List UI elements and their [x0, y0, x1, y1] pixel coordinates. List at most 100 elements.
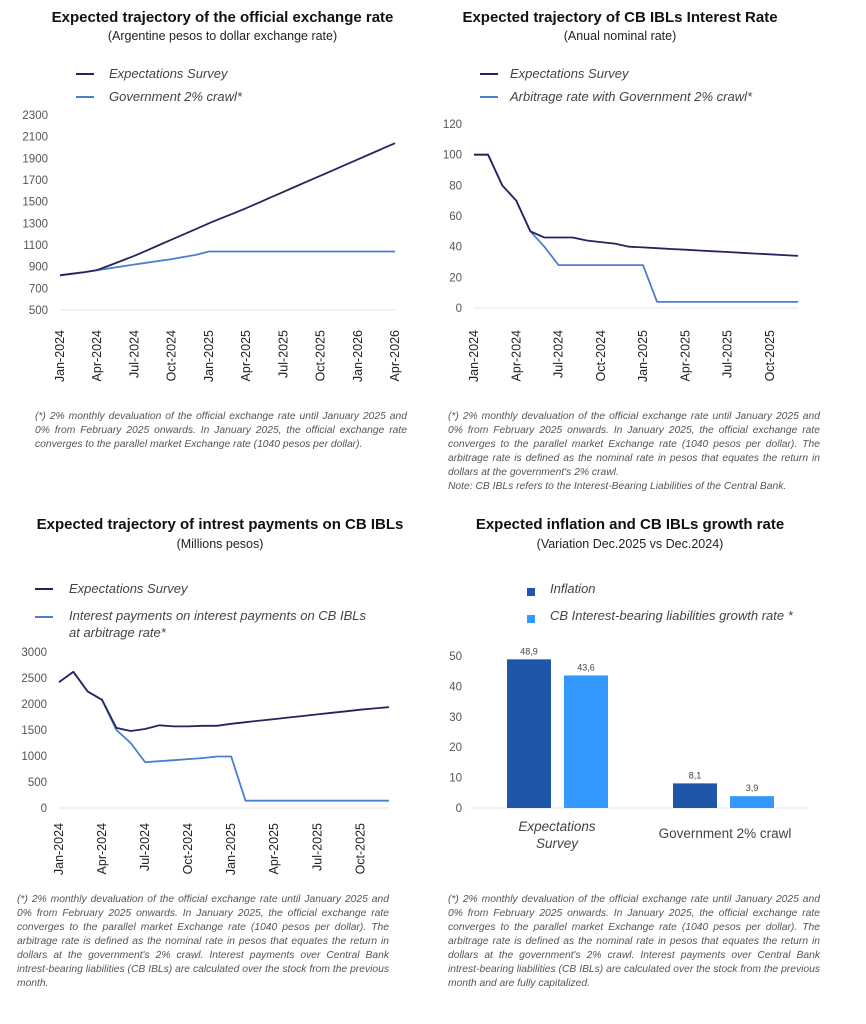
- chart2-y-tick-label: 40: [449, 242, 462, 254]
- chart1-y-tick-label: 500: [29, 305, 48, 317]
- chart4-legend-ibl: CB Interest-bearing liabilities growth r…: [550, 608, 793, 623]
- chart1-y-tick-label: 1900: [22, 153, 48, 165]
- chart2-series-line-0: [474, 153, 798, 303]
- chart1-y-tick-label: 700: [29, 283, 48, 295]
- chart2-legend-expectations: Expectations Survey: [510, 66, 629, 81]
- chart4-legend-inflation: Inflation: [550, 581, 596, 596]
- chart3-y-tick-label: 1000: [21, 751, 47, 763]
- chart1-legend-government: Government 2% crawl*: [109, 89, 242, 104]
- chart4-y-tick-label: 0: [456, 803, 462, 815]
- chart2-footnote: (*) 2% monthly devaluation of the offici…: [448, 410, 820, 494]
- chart4-y-tick-label: 20: [449, 742, 462, 754]
- chart1-y-tick-label: 2300: [22, 110, 48, 122]
- chart1-x-tick-label: Apr-2026: [388, 330, 402, 381]
- chart2-y-tick-label: 120: [443, 119, 462, 131]
- chart3-y-tick-label: 1500: [21, 725, 47, 737]
- chart1-x-tick-label: Jan-2024: [53, 330, 67, 382]
- chart3-y-tick-label: 3000: [21, 647, 47, 659]
- chart3-series-line-1: [58, 670, 390, 732]
- chart4-y-tick-label: 30: [449, 712, 462, 724]
- chart4-legend-swatch-ibl: [527, 615, 535, 623]
- chart1-series-line-0: [59, 250, 395, 277]
- chart2-x-tick-label: Jan-2024: [467, 330, 481, 382]
- chart3-x-tick-label: Oct-2025: [353, 823, 367, 874]
- chart2-y-tick-label: 100: [443, 150, 462, 162]
- chart2-x-tick-label: Jul-2024: [552, 330, 566, 378]
- chart1-x-tick-label: Jan-2025: [202, 330, 216, 382]
- chart3-footnote: (*) 2% monthly devaluation of the offici…: [17, 894, 389, 989]
- chart2-legend-swatch-expectations: [480, 73, 498, 75]
- chart1-footnote: (*) 2% monthly devaluation of the offici…: [35, 411, 407, 450]
- chart2-x-tick-label: Jul-2025: [721, 330, 735, 378]
- chart3-legend-swatch-expectations: [35, 588, 53, 590]
- chart4-category-expectations: Expectations Survey: [518, 819, 596, 851]
- chart1-y-tick-label: 1700: [22, 175, 48, 187]
- chart3-y-tick-label: 2500: [21, 673, 47, 685]
- chart4-y-tick-label: 40: [449, 681, 462, 693]
- chart4-y-tick-label: 50: [449, 651, 462, 663]
- chart4-bar-ibl: [730, 796, 774, 808]
- chart2-x-tick-label: Apr-2025: [678, 330, 692, 381]
- chart2-x-tick-label: Jan-2025: [636, 330, 650, 382]
- chart3-legend-swatch-arbitrage: [35, 616, 53, 618]
- chart1-legend-swatch-government: [76, 96, 94, 98]
- chart1-y-tick-label: 1500: [22, 197, 48, 209]
- chart2-note: Note: CB IBLs refers to the Interest-Bea…: [448, 481, 787, 492]
- chart3-legend-expectations: Expectations Survey: [69, 581, 188, 596]
- chart3-x-tick-label: Jul-2025: [310, 823, 324, 871]
- chart1-x-tick-label: Apr-2025: [239, 330, 253, 381]
- chart3-title: Expected trajectory of intrest payments …: [36, 516, 404, 533]
- chart3-x-tick-label: Apr-2025: [267, 823, 281, 874]
- chart1-y-tick-label: 1300: [22, 218, 48, 230]
- chart4-subtitle: (Variation Dec.2025 vs Dec.2024): [536, 537, 724, 551]
- chart1-title: Expected trajectory of the official exch…: [51, 9, 394, 26]
- chart3-series-line-0: [58, 670, 389, 802]
- chart1-y-tick-label: 1100: [23, 240, 48, 252]
- chart4-data-label: 43,6: [577, 662, 595, 672]
- chart2-legend-swatch-arbitrage: [480, 96, 498, 98]
- chart2-title: Expected trajectory of CB IBLs Interest …: [462, 9, 778, 26]
- chart2-series-line-1: [474, 153, 799, 257]
- chart1-x-tick-label: Jul-2024: [127, 330, 141, 378]
- chart4-title: Expected inflation and CB IBLs growth ra…: [475, 516, 785, 533]
- chart1-x-tick-label: Jul-2025: [276, 330, 290, 378]
- chart2-legend-arbitrage: Arbitrage rate with Government 2% crawl*: [510, 89, 753, 104]
- chart1-x-tick-label: Apr-2024: [90, 330, 104, 381]
- chart1-y-tick-label: 900: [29, 262, 48, 274]
- chart4-bar-inflation: [507, 659, 551, 808]
- chart1-legend-swatch-expectations: [76, 73, 94, 75]
- chart3-y-tick-label: 2000: [21, 699, 47, 711]
- chart2-x-tick-label: Apr-2024: [509, 330, 523, 381]
- chart2-x-tick-label: Oct-2025: [763, 330, 777, 381]
- chart1-subtitle: (Argentine pesos to dollar exchange rate…: [107, 29, 338, 43]
- chart3-x-tick-label: Oct-2024: [181, 823, 195, 874]
- chart1-legend-expectations: Expectations Survey: [109, 66, 228, 81]
- chart1-series-line-1: [59, 142, 396, 277]
- chart3-x-tick-label: Jan-2024: [52, 823, 66, 875]
- chart4-data-label: 3,9: [746, 783, 759, 793]
- chart2-x-tick-label: Oct-2024: [594, 330, 608, 381]
- chart4-footnote: (*) 2% monthly devaluation of the offici…: [448, 894, 820, 989]
- chart4-bar-ibl: [564, 675, 608, 808]
- chart2-y-tick-label: 0: [456, 303, 462, 315]
- chart2-footnote-text: (*) 2% monthly devaluation of the offici…: [448, 411, 820, 478]
- chart3-x-tick-label: Jul-2024: [138, 823, 152, 871]
- chart3-y-tick-label: 500: [28, 777, 47, 789]
- chart2-y-tick-label: 60: [449, 211, 462, 223]
- chart4-y-tick-label: 10: [449, 773, 462, 785]
- chart3-subtitle: (Millions pesos): [176, 537, 264, 551]
- chart3-x-tick-label: Jan-2025: [224, 823, 238, 875]
- chart4-legend-swatch-inflation: [527, 588, 535, 596]
- chart2-subtitle: (Anual nominal rate): [563, 29, 677, 43]
- chart4-bar-inflation: [673, 783, 717, 808]
- chart1-x-tick-label: Oct-2024: [165, 330, 179, 381]
- chart4-data-label: 8,1: [689, 770, 702, 780]
- chart1-x-tick-label: Oct-2025: [314, 330, 328, 381]
- chart2-y-tick-label: 20: [449, 272, 462, 284]
- chart4-data-label: 48,9: [520, 646, 538, 656]
- chart3-x-tick-label: Apr-2024: [95, 823, 109, 874]
- chart4-category-government: Government 2% crawl: [658, 826, 792, 841]
- chart1-y-tick-label: 2100: [22, 132, 48, 144]
- chart3-y-tick-label: 0: [41, 803, 47, 815]
